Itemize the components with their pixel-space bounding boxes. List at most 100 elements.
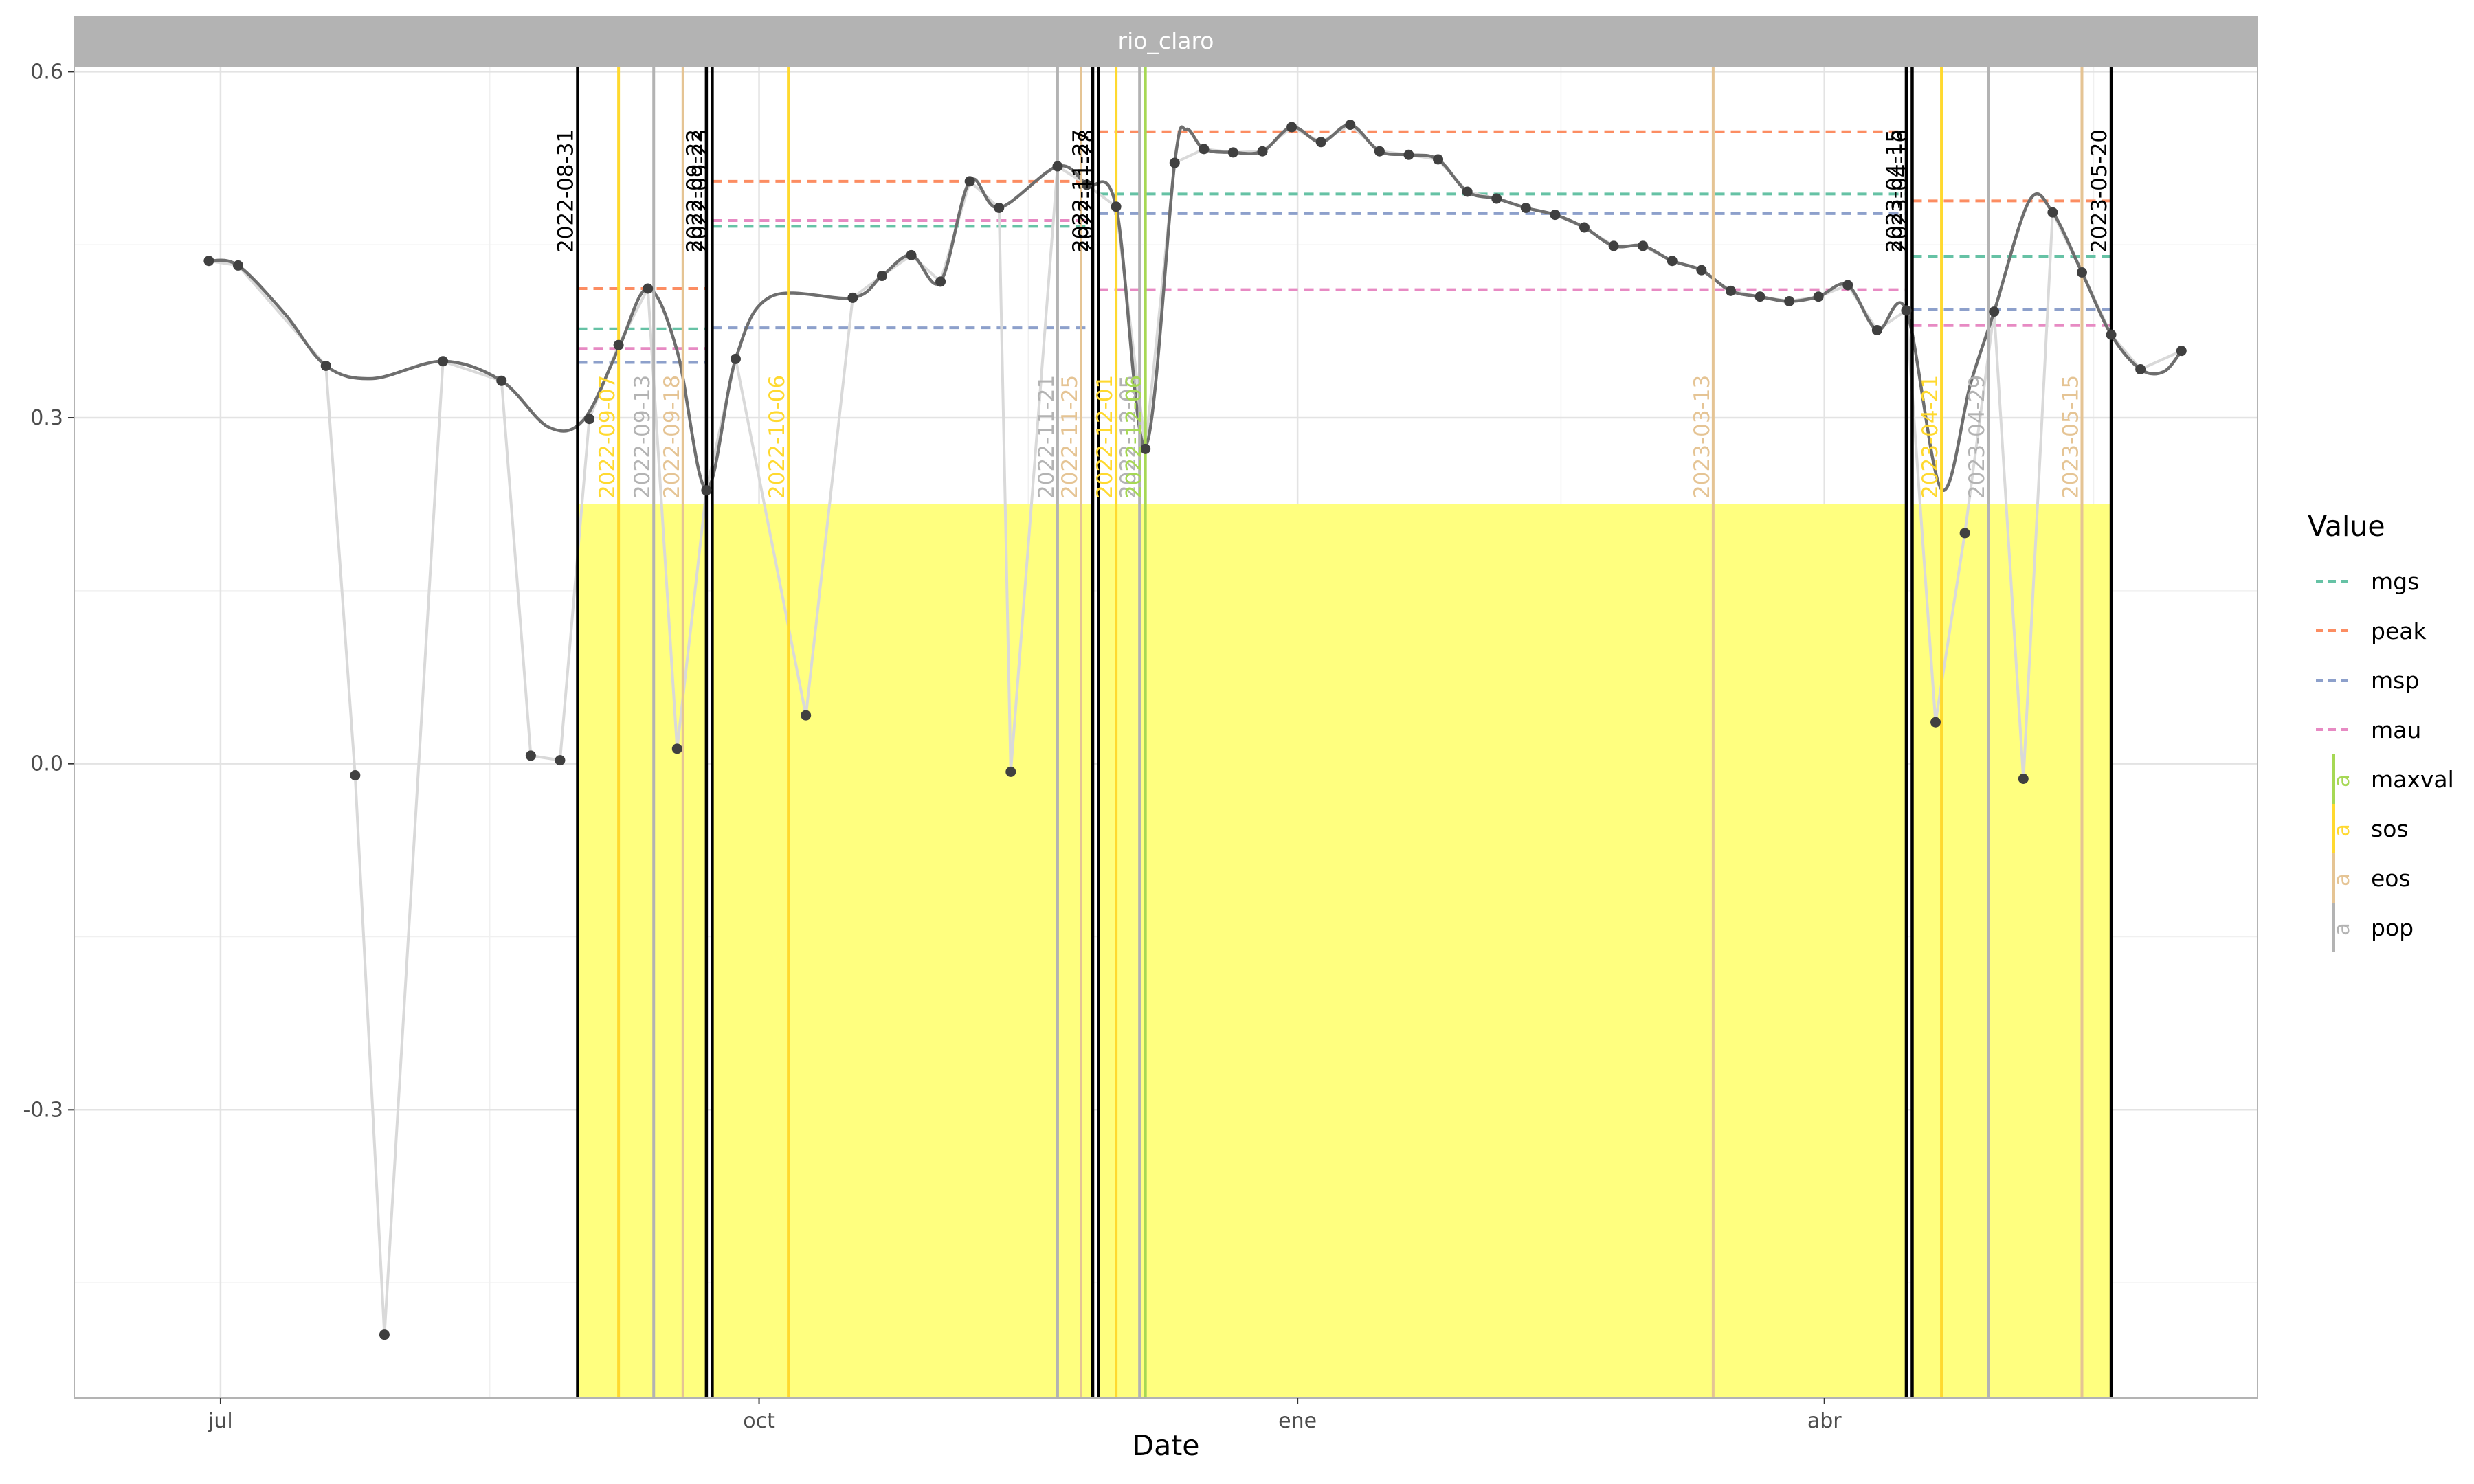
data-point [1667, 256, 1678, 267]
data-point [1754, 291, 1765, 302]
data-point [1696, 265, 1707, 276]
data-point [994, 202, 1005, 213]
data-point [1374, 146, 1385, 157]
data-point [730, 353, 741, 364]
data-point [1052, 161, 1063, 172]
boundary-date-label: 2022-09-23 [688, 129, 713, 253]
data-point [2106, 329, 2117, 340]
maxval-date-label: 2022-12-06 [1122, 375, 1147, 499]
sos-date-label: 2022-12-01 [1093, 375, 1117, 499]
pop-date-label: 2022-12-05 [1116, 375, 1141, 499]
x-tick-label: abr [1807, 1409, 1842, 1433]
data-point [2076, 267, 2087, 278]
data-point [1901, 305, 1912, 316]
data-point [232, 260, 243, 271]
legend-glyph-maxval: a [2330, 774, 2354, 787]
data-point [1257, 146, 1268, 157]
data-point [847, 292, 858, 303]
data-point [1520, 202, 1531, 213]
data-point [2018, 773, 2029, 784]
data-point [1813, 291, 1824, 302]
pop-date-label: 2022-09-13 [630, 375, 655, 499]
data-point [1608, 240, 1619, 251]
data-point [1989, 306, 2000, 317]
legend-label-mau: mau [2371, 717, 2421, 743]
data-point [1286, 122, 1297, 133]
legend-glyph-eos: a [2330, 873, 2354, 886]
boundary-date-label: 2022-11-27 [1069, 129, 1093, 253]
data-point [1638, 240, 1649, 251]
season-rects [577, 504, 2112, 1398]
data-point [1491, 193, 1502, 204]
legend-label-pop: pop [2371, 914, 2414, 941]
season-rect [1098, 504, 1906, 1398]
legend-label-msp: msp [2371, 667, 2419, 694]
data-point [801, 710, 812, 721]
y-axis: -0.3 0.0 0.3 0.6 [23, 60, 74, 1122]
legend-label-maxval: maxval [2371, 766, 2454, 793]
data-points [203, 120, 2187, 1340]
data-point [555, 755, 566, 766]
data-point [2135, 364, 2146, 375]
x-axis: jul oct ene abr [208, 1398, 1842, 1433]
data-point [701, 485, 712, 496]
data-point [438, 356, 449, 367]
data-point [525, 750, 536, 761]
data-point [584, 414, 595, 425]
sos-date-label: 2022-10-06 [765, 375, 790, 499]
legend-title: Value [2308, 510, 2385, 543]
eos-date-label: 2022-09-18 [660, 375, 684, 499]
y-tick-label: 0.0 [30, 752, 63, 776]
data-point [964, 176, 975, 187]
data-point [1959, 528, 1970, 539]
data-point [613, 339, 624, 350]
legend-label-mgs: mgs [2371, 568, 2419, 595]
facet-strip-background [74, 16, 2258, 66]
data-point [1082, 179, 1093, 190]
data-point [1345, 120, 1356, 131]
facet-strip: rio_claro [74, 16, 2258, 66]
boundary-date-label: 2023-05-20 [2087, 129, 2112, 253]
data-point [379, 1329, 390, 1340]
data-point [876, 271, 887, 282]
data-point [1784, 295, 1795, 306]
data-point [1433, 154, 1444, 165]
x-tick-label: ene [1278, 1409, 1317, 1433]
data-point [1725, 285, 1736, 296]
data-point [1930, 717, 1941, 728]
data-point [1005, 766, 1016, 777]
data-point [1403, 149, 1414, 160]
data-point [350, 769, 361, 780]
boundary-date-label: 2022-11-28 [1075, 129, 1100, 253]
legend-glyph-pop: a [2330, 923, 2354, 936]
pop-date-label: 2023-04-29 [1965, 375, 1990, 499]
x-tick-label: jul [208, 1409, 233, 1433]
eos-date-label: 2023-05-15 [2058, 375, 2083, 499]
boundary-date-label: 2023-04-15 [1882, 129, 1907, 253]
data-point [935, 276, 946, 287]
data-point [1111, 201, 1122, 212]
data-point [671, 743, 682, 754]
data-point [906, 249, 917, 260]
eos-date-label: 2023-03-13 [1690, 375, 1715, 499]
data-point [1842, 280, 1853, 291]
boundary-date-label: 2023-04-16 [1888, 129, 1913, 253]
boundary-date-label: 2022-09-22 [682, 129, 707, 253]
phenology-lines [617, 66, 2084, 1398]
data-point [1140, 443, 1151, 454]
sos-date-label: 2022-09-07 [595, 375, 620, 499]
facet-label: rio_claro [1118, 27, 1214, 54]
line-labels: 2022-09-07 2022-09-13 2022-09-18 2022-10-06… [553, 129, 2112, 499]
legend-label-eos: eos [2371, 865, 2411, 892]
y-tick-label: -0.3 [23, 1098, 63, 1122]
data-point [1871, 324, 1882, 335]
data-point [1462, 186, 1473, 197]
data-point [1579, 222, 1590, 233]
season-rect [577, 504, 706, 1398]
data-point [643, 283, 654, 294]
season-rect [712, 504, 1093, 1398]
y-tick-label: 0.6 [30, 60, 63, 84]
data-point [1550, 210, 1561, 221]
boundary-date-label: 2022-08-31 [553, 129, 578, 253]
